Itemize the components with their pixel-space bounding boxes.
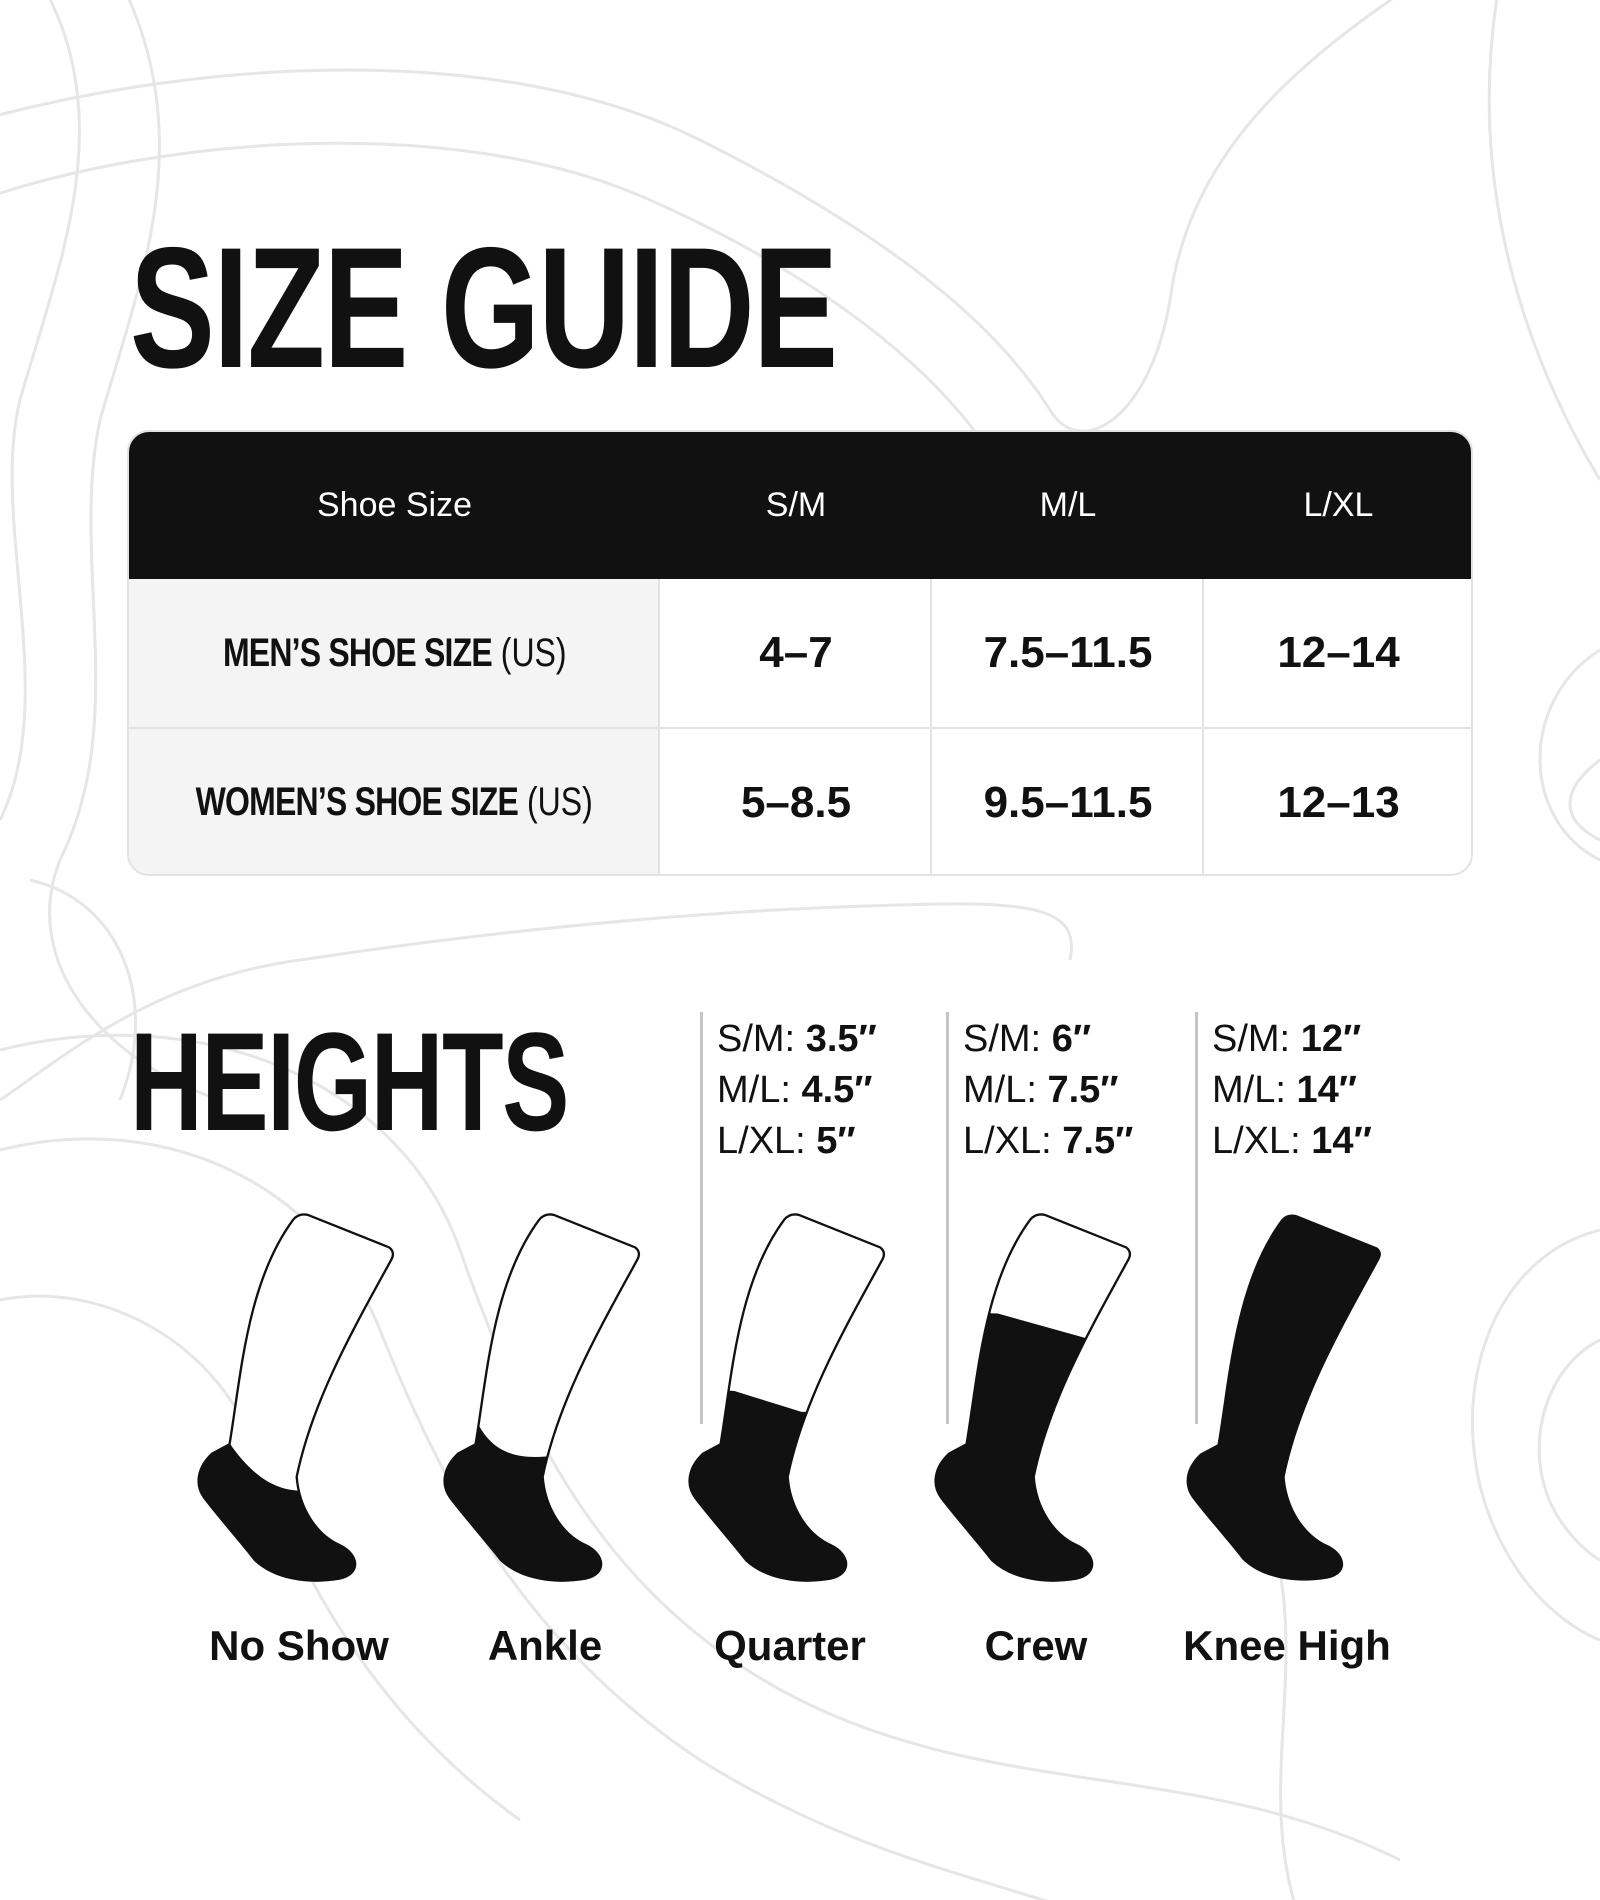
no-show-sock-icon: [197, 1213, 395, 1582]
header-lxl: L/XL: [1303, 486, 1374, 524]
size-label: S/M:: [963, 1018, 1042, 1060]
sock-label: Quarter: [714, 1622, 866, 1669]
column-divider: [658, 579, 660, 874]
height-value: 7.5″: [1062, 1120, 1134, 1162]
table-cell: 12–14: [1277, 628, 1400, 677]
height-value: 14″: [1296, 1069, 1357, 1111]
column-divider: [930, 579, 932, 874]
table-cell: 9.5–11.5: [983, 778, 1153, 827]
row-unit: (US): [527, 780, 594, 824]
size-label: L/XL:: [717, 1120, 806, 1162]
table-cell: 12–13: [1277, 778, 1400, 827]
header-ml: M/L: [1039, 486, 1097, 524]
sock-label: Crew: [984, 1622, 1088, 1669]
table-cell: 5–8.5: [740, 778, 852, 827]
column-divider: [1202, 579, 1204, 874]
knee-high-sock-icon: [1186, 1214, 1381, 1581]
height-value: 14″: [1311, 1120, 1372, 1162]
page-title: SIZE GUIDE: [130, 212, 838, 404]
height-indicator-line: [946, 1012, 949, 1424]
height-value: 12″: [1300, 1018, 1362, 1060]
height-value: 4.5″: [801, 1069, 873, 1111]
ankle-sock-icon: [443, 1213, 641, 1582]
header-shoe-size: Shoe Size: [317, 486, 472, 524]
row-label-text: MEN’S SHOE SIZE: [222, 630, 493, 675]
table-cell: 7.5–11.5: [983, 628, 1153, 677]
size-label: M/L:: [717, 1069, 791, 1111]
table-cell: 4–7: [759, 628, 833, 677]
table-header: Shoe Size S/M M/L L/XL: [129, 432, 1471, 579]
quarter-sock-icon: [688, 1213, 886, 1582]
height-value: 5″: [816, 1120, 856, 1162]
size-label: M/L:: [1212, 1069, 1286, 1111]
sock-label: Ankle: [487, 1622, 603, 1669]
row-label-womens: WOMEN’S SHOE SIZE (US): [129, 729, 660, 874]
size-label: L/XL:: [1212, 1120, 1301, 1162]
heights-title: HEIGHTS: [130, 1003, 569, 1160]
height-value: 7.5″: [1047, 1069, 1119, 1111]
size-label: L/XL:: [963, 1120, 1052, 1162]
sock-label: No Show: [209, 1622, 389, 1669]
height-value: 3.5″: [805, 1018, 877, 1060]
size-label: M/L:: [963, 1069, 1037, 1111]
sock-label: Knee High: [1183, 1622, 1391, 1669]
size-label: S/M:: [717, 1018, 796, 1060]
height-value: 6″: [1051, 1018, 1092, 1060]
size-label: S/M:: [1212, 1018, 1291, 1060]
height-indicator-line: [1195, 1012, 1198, 1424]
crew-sock-icon: [934, 1213, 1132, 1582]
row-label-text: WOMEN’S SHOE SIZE: [195, 780, 519, 824]
row-divider: [129, 727, 1471, 729]
header-sm: S/M: [765, 486, 827, 524]
row-label-mens: MEN’S SHOE SIZE (US): [129, 579, 660, 727]
size-table: Shoe Size S/M M/L L/XL MEN’S SHOE SIZE (…: [127, 430, 1473, 876]
row-unit: (US): [500, 630, 567, 675]
height-indicator-line: [700, 1012, 703, 1424]
